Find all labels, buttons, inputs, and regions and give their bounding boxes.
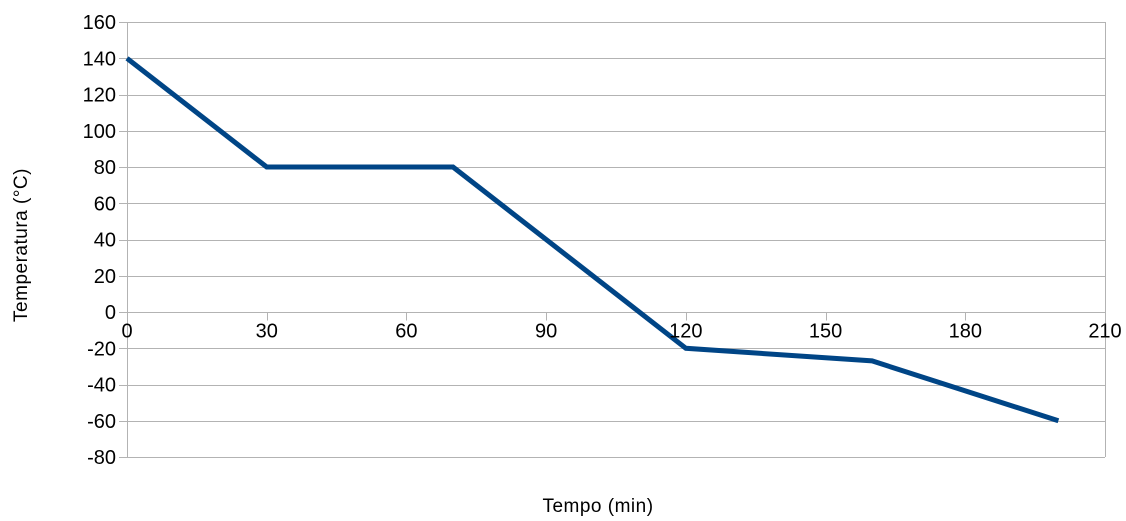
x-tick-label: 210 bbox=[1088, 321, 1121, 343]
y-tick-label: 20 bbox=[94, 266, 116, 288]
y-tick-label: 140 bbox=[83, 48, 116, 70]
x-axis-title: Tempo (min) bbox=[542, 496, 653, 517]
x-axis-tick-labels: 0 30 60 90 120 150 180 210 bbox=[121, 321, 1121, 343]
y-axis-title: Temperatura (°C) bbox=[11, 168, 32, 322]
y-tick-label: -40 bbox=[87, 375, 116, 397]
axes bbox=[119, 22, 1106, 458]
y-tick-label: -80 bbox=[87, 447, 116, 469]
x-tick-label: 90 bbox=[535, 321, 557, 343]
series-line-0 bbox=[127, 58, 1058, 421]
y-axis-tick-labels: 160 140 120 100 80 60 40 20 0 -20 -40 -60 -80 bbox=[83, 12, 116, 469]
y-tick-label: 40 bbox=[94, 230, 116, 252]
y-tick-label: -60 bbox=[87, 411, 116, 433]
y-tick-label: 0 bbox=[105, 302, 116, 324]
x-tick-label: 180 bbox=[949, 321, 982, 343]
x-tick-label: 150 bbox=[809, 321, 842, 343]
y-tick-label: -20 bbox=[87, 338, 116, 360]
y-tick-label: 160 bbox=[83, 12, 116, 34]
y-tick-label: 80 bbox=[94, 157, 116, 179]
x-tick-label: 0 bbox=[121, 321, 132, 343]
series-layer bbox=[127, 58, 1058, 421]
y-tick-label: 60 bbox=[94, 193, 116, 215]
y-tick-label: 100 bbox=[83, 121, 116, 143]
x-tick-label: 30 bbox=[256, 321, 278, 343]
grid-lines bbox=[127, 23, 1105, 458]
x-tick-label: 60 bbox=[395, 321, 417, 343]
x-tick-label: 120 bbox=[669, 321, 702, 343]
y-tick-label: 120 bbox=[83, 85, 116, 107]
